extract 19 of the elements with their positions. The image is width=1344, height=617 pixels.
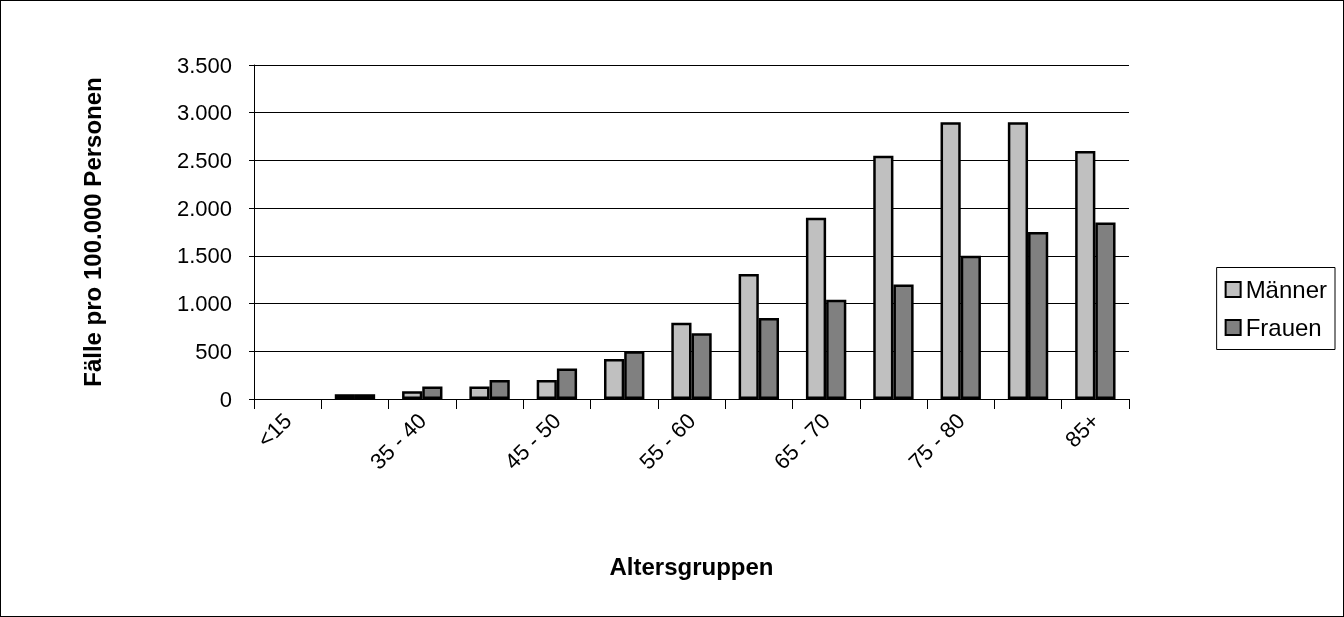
y-tick-label: 500 — [195, 338, 232, 364]
x-tick-label: 45 - 50 — [499, 408, 566, 475]
y-tick-label: 2.500 — [176, 147, 232, 173]
y-tick-label: 0 — [219, 386, 232, 412]
x-tick-label: 75 - 80 — [903, 408, 970, 475]
y-axis-title: Fälle pro 100.000 Personen — [78, 77, 106, 387]
y-tick-label: 2.000 — [176, 195, 232, 221]
y-tick-label: 1.000 — [176, 291, 232, 317]
x-tick-label: 55 - 60 — [634, 408, 701, 475]
y-tick-label: 3.000 — [176, 100, 232, 126]
x-tick-label: 85+ — [1060, 408, 1105, 453]
legend-label: Männer — [1245, 276, 1328, 303]
legend-label: Frauen — [1245, 314, 1322, 341]
y-tick-label: 3.500 — [176, 52, 232, 78]
y-tick-label: 1.500 — [176, 243, 232, 269]
x-axis-title: Altersgruppen — [609, 552, 774, 580]
x-tick-label: <15 — [252, 408, 297, 453]
x-tick-label: 35 - 40 — [365, 408, 432, 475]
x-tick-label: 65 - 70 — [768, 408, 835, 475]
